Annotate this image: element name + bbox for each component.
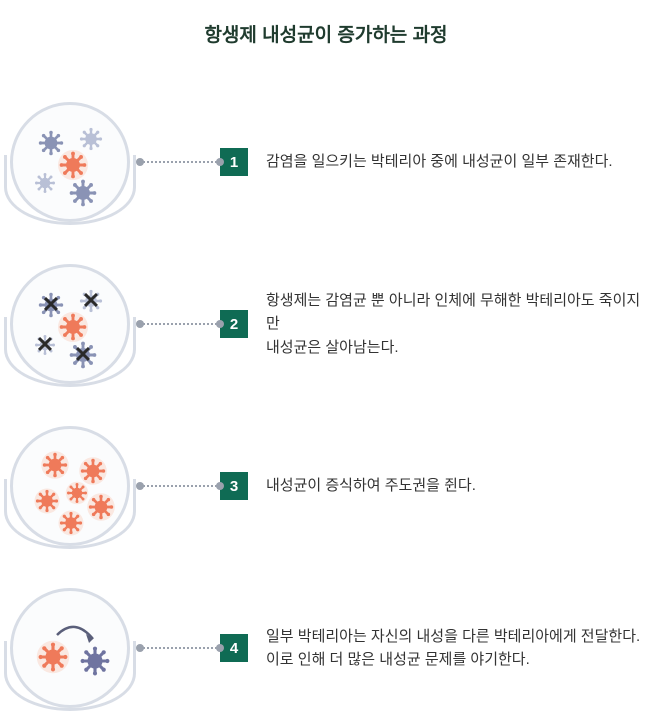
- microbe-icon: [37, 447, 72, 482]
- connector-line: [140, 485, 220, 487]
- microbe-icon: [34, 172, 56, 194]
- steps-container: 1 감염을 일으키는 박테리아 중에 내성균이 일부 존재한다. ✕ ✕ ✕ ✕ 2 항생제…: [0, 97, 652, 713]
- step-number-badge: 1: [220, 148, 248, 176]
- step-3: 3 내성균이 증식하여 주도권을 쥔다.: [0, 421, 652, 551]
- x-mark-icon: ✕: [74, 342, 92, 368]
- petri-dish-3: [0, 421, 140, 551]
- transfer-arrow-icon: [13, 591, 133, 716]
- step-1: 1 감염을 일으키는 박테리아 중에 내성균이 일부 존재한다.: [0, 97, 652, 227]
- microbe-icon: [55, 507, 87, 539]
- microbe-icon: [83, 489, 118, 524]
- step-4: 4 일부 박테리아는 자신의 내성을 다른 박테리아에게 전달한다. 이로 인해 …: [0, 583, 652, 713]
- diagram-title: 항생제 내성균이 증가하는 과정: [0, 0, 652, 47]
- microbe-icon: [54, 146, 92, 184]
- step-description: 내성균이 증식하여 주도권을 쥔다.: [266, 474, 476, 497]
- step-description: 일부 박테리아는 자신의 내성을 다른 박테리아에게 전달한다. 이로 인해 더…: [266, 625, 640, 672]
- step-description: 감염을 일으키는 박테리아 중에 내성균이 일부 존재한다.: [266, 150, 613, 173]
- connector-line: [140, 323, 220, 325]
- petri-dish-4: [0, 583, 140, 713]
- connector-line: [140, 647, 220, 649]
- step-number-badge: 4: [220, 634, 248, 662]
- step-number-badge: 2: [220, 310, 248, 338]
- petri-dish-2: ✕ ✕ ✕ ✕: [0, 259, 140, 389]
- x-mark-icon: ✕: [82, 288, 100, 314]
- step-2: ✕ ✕ ✕ ✕ 2 항생제는 감염균 뿐 아니라 인체에 무해한 박테리아도 죽이지만 내…: [0, 259, 652, 389]
- step-number-badge: 3: [220, 472, 248, 500]
- x-mark-icon: ✕: [42, 292, 60, 318]
- connector-line: [140, 161, 220, 163]
- x-mark-icon: ✕: [36, 332, 54, 358]
- petri-dish-1: [0, 97, 140, 227]
- step-description: 항생제는 감염균 뿐 아니라 인체에 무해한 박테리아도 죽이지만 내성균은 살…: [266, 289, 652, 359]
